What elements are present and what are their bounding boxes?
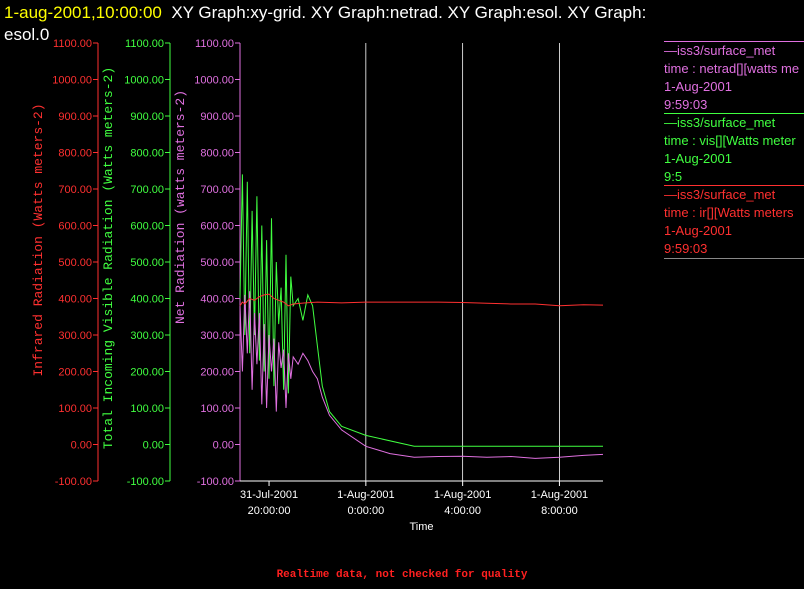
legend-var: time : vis[][Watts meter bbox=[664, 133, 796, 148]
y-tick-label: 700.00 bbox=[200, 184, 234, 196]
series-line-vis bbox=[239, 174, 603, 447]
legend-source: —iss3/surface_met bbox=[664, 113, 804, 132]
legend-var: time : ir[][Watts meters bbox=[664, 205, 794, 220]
legend-source: —iss3/surface_met bbox=[664, 41, 804, 60]
y-tick-label: 1100.00 bbox=[195, 38, 234, 50]
title-line2: esol.0 bbox=[4, 25, 50, 44]
y-tick-label: 100.00 bbox=[200, 403, 234, 415]
series-line-netrad bbox=[239, 291, 604, 459]
x-axis-label: Time bbox=[409, 521, 433, 533]
title-date: 1-aug-2001,10:00:00 bbox=[4, 3, 162, 22]
y-tick-label: 600.00 bbox=[58, 221, 92, 233]
y-tick-label: 100.00 bbox=[58, 403, 92, 415]
y-tick-label: 800.00 bbox=[130, 148, 164, 160]
legend-var: time : netrad[][watts me bbox=[664, 61, 800, 76]
y-tick-label: 500.00 bbox=[200, 257, 234, 269]
y-tick-label: -100.00 bbox=[55, 476, 92, 488]
y-tick-label: 700.00 bbox=[58, 184, 92, 196]
y-tick-label: 400.00 bbox=[58, 294, 92, 306]
y-tick-label: 1000.00 bbox=[194, 75, 234, 87]
y-tick-label: 200.00 bbox=[130, 367, 164, 379]
y-axis-label: Infrared Radiation (Watts meters-2) bbox=[31, 103, 46, 376]
y-tick-label: 1100.00 bbox=[53, 38, 92, 50]
y-tick-label: 400.00 bbox=[200, 294, 234, 306]
y-tick-label: 600.00 bbox=[200, 221, 234, 233]
title-graphs: XY Graph:xy-grid. XY Graph:netrad. XY Gr… bbox=[171, 3, 647, 22]
legend-time: 9:5 bbox=[664, 169, 683, 184]
x-tick-time: 0:00:00 bbox=[347, 505, 384, 517]
legend-date: 1-Aug-2001 bbox=[664, 151, 732, 166]
legend-entry: —iss3/surface_met time : vis[][Watts mete… bbox=[664, 113, 804, 186]
x-tick-time: 20:00:00 bbox=[248, 505, 291, 517]
y-tick-label: 0.00 bbox=[143, 440, 164, 452]
y-tick-label: 300.00 bbox=[130, 330, 164, 342]
y-tick-label: 900.00 bbox=[200, 111, 234, 123]
y-tick-label: 800.00 bbox=[58, 148, 92, 160]
legend-time: 9:59:03 bbox=[664, 97, 708, 112]
x-tick-date: 1-Aug-2001 bbox=[434, 489, 492, 501]
y-axis-label: Net Radiation (watts meters-2) bbox=[173, 90, 188, 324]
x-tick-date: 1-Aug-2001 bbox=[531, 489, 589, 501]
y-tick-label: -100.00 bbox=[197, 476, 234, 488]
y-tick-label: 800.00 bbox=[200, 148, 234, 160]
series-line-ir bbox=[239, 293, 604, 307]
y-tick-label: -100.00 bbox=[127, 476, 164, 488]
y-tick-label: 500.00 bbox=[130, 257, 164, 269]
x-tick-time: 8:00:00 bbox=[541, 505, 578, 517]
y-tick-label: 100.00 bbox=[130, 403, 164, 415]
y-tick-label: 300.00 bbox=[58, 330, 92, 342]
y-tick-label: 1000.00 bbox=[52, 75, 92, 87]
y-tick-label: 0.00 bbox=[213, 440, 234, 452]
y-tick-label: 1100.00 bbox=[125, 38, 164, 50]
legend-date: 1-Aug-2001 bbox=[664, 79, 732, 94]
y-tick-label: 200.00 bbox=[200, 367, 234, 379]
y-tick-label: 900.00 bbox=[58, 111, 92, 123]
x-tick-date: 1-Aug-2001 bbox=[337, 489, 395, 501]
x-tick-date: 31-Jul-2001 bbox=[240, 489, 298, 501]
y-tick-label: 1000.00 bbox=[124, 75, 164, 87]
y-tick-label: 900.00 bbox=[130, 111, 164, 123]
y-tick-label: 300.00 bbox=[200, 330, 234, 342]
quality-notice: Realtime data, not checked for quality bbox=[276, 569, 528, 581]
graph-title: 1-aug-2001,10:00:00 XY Graph:xy-grid. XY… bbox=[4, 2, 794, 46]
y-tick-label: 500.00 bbox=[58, 257, 92, 269]
x-tick-time: 4:00:00 bbox=[444, 505, 481, 517]
y-tick-label: 400.00 bbox=[130, 294, 164, 306]
legend-entry: —iss3/surface_met time : ir[][Watts meter… bbox=[664, 185, 804, 259]
legend-time: 9:59:03 bbox=[664, 240, 804, 259]
legend-entry: —iss3/surface_met time : netrad[][watts m… bbox=[664, 41, 804, 114]
y-tick-label: 200.00 bbox=[58, 367, 92, 379]
y-tick-label: 600.00 bbox=[130, 221, 164, 233]
y-axis-label: Total Incoming Visible Radiation (Watts … bbox=[101, 67, 116, 449]
y-tick-label: 0.00 bbox=[71, 440, 92, 452]
legend-date: 1-Aug-2001 bbox=[664, 223, 732, 238]
y-tick-label: 700.00 bbox=[130, 184, 164, 196]
legend-source: —iss3/surface_met bbox=[664, 185, 804, 204]
